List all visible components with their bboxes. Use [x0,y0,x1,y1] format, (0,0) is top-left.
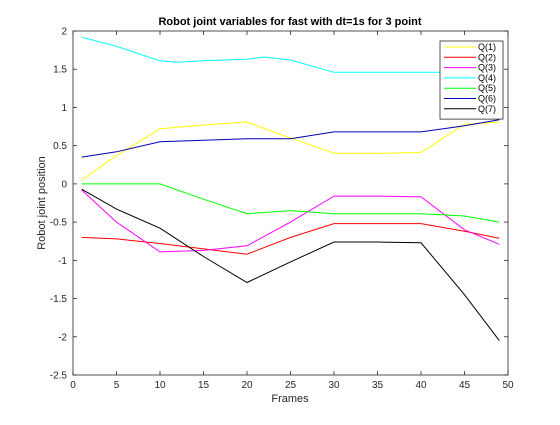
x-tick-label: 45 [459,380,471,391]
x-tick-label: 15 [198,380,210,391]
series-line-3 [81,189,500,253]
y-tick-label: 1 [61,103,67,114]
legend-entry: Q(4) [478,73,496,83]
axes-layer: 0 5 10 15 20 25 30 35 40 45 50 -2.5 -2 -1.5 -1 -0.5 0 0.5… [50,27,514,392]
series-layer [81,36,500,341]
y-tick-label: -2 [58,332,67,343]
x-tick-label: 50 [502,380,514,391]
x-tick-label: 40 [415,380,427,391]
legend-entry: Q(3) [478,63,496,73]
x-tick-label: 35 [372,380,384,391]
series-line-1 [81,121,500,181]
series-line-4 [81,36,500,73]
y-axis-label: Robot joint position [36,156,48,250]
series-line-6 [81,119,500,158]
series-line-5 [81,183,500,223]
x-tick-label: 10 [154,380,166,391]
y-tick-label: 1.5 [53,65,67,76]
x-tick-label: 30 [328,380,340,391]
x-tick-label: 0 [70,380,76,391]
chart-title: Robot joint variables for fast with dt=1… [158,16,421,28]
y-tick-label: -0.5 [50,218,68,229]
x-axis-label: Frames [271,393,309,405]
legend: Q(1)Q(2)Q(3)Q(4)Q(5)Q(6)Q(7) [439,40,504,120]
plot-area [73,31,508,375]
legend-entry: Q(6) [478,94,496,104]
x-tick-label: 25 [285,380,297,391]
y-tick-label: 0.5 [53,141,67,152]
legend-box [439,40,504,120]
y-tick-label: -1.5 [50,294,68,305]
y-tick-label: -2.5 [50,371,68,382]
legend-entry: Q(5) [478,83,496,93]
series-line-7 [81,188,500,341]
x-tick-label: 5 [114,380,120,391]
y-tick-label: -1 [58,256,67,267]
legend-entry: Q(2) [478,52,496,62]
x-tick-label: 20 [241,380,253,391]
y-tick-label: 2 [61,27,67,38]
legend-entry: Q(1) [478,42,496,52]
y-tick-label: 0 [61,179,67,190]
legend-entry: Q(7) [478,104,496,114]
